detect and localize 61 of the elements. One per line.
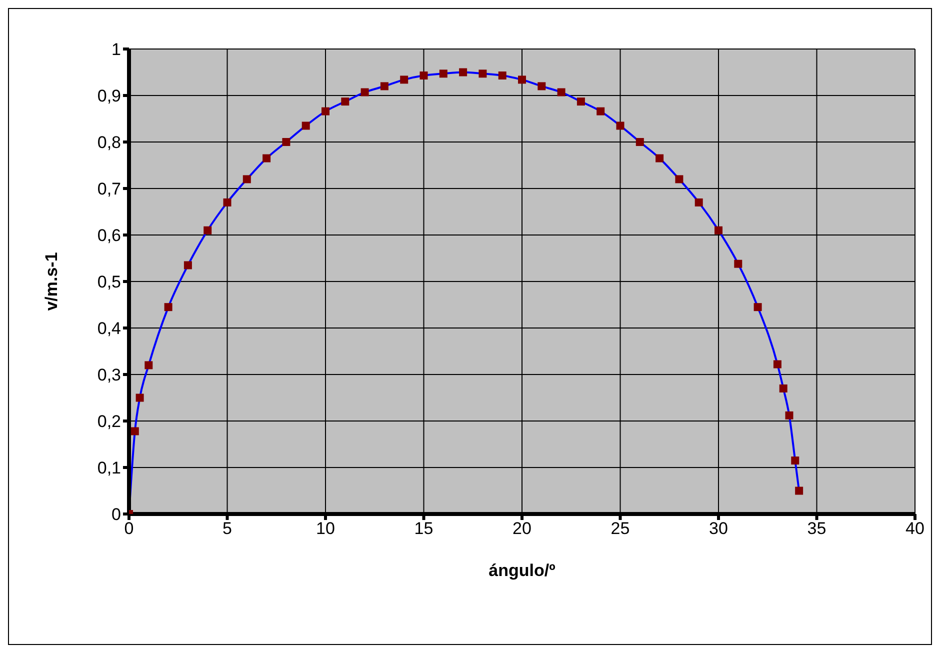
point	[636, 138, 644, 146]
point	[184, 261, 192, 270]
y-tick-label: 0,9	[97, 86, 121, 106]
y-tick-label: 0,3	[97, 366, 121, 385]
point	[779, 384, 788, 392]
point	[785, 411, 794, 420]
point	[360, 88, 369, 96]
point	[576, 98, 585, 106]
x-tick-label: 20	[512, 519, 532, 538]
point	[773, 360, 782, 368]
point	[164, 303, 172, 312]
point	[518, 76, 526, 84]
y-axis-title: v/m.s-1	[42, 252, 62, 311]
point	[557, 88, 566, 96]
x-axis-title: ángulo/º	[488, 561, 556, 580]
point	[791, 456, 800, 465]
x-tick-label: 25	[610, 519, 630, 538]
x-tick-label: 40	[906, 519, 924, 538]
point	[656, 154, 664, 162]
point	[136, 394, 144, 402]
point	[616, 122, 624, 130]
point	[144, 361, 153, 370]
point	[130, 427, 139, 436]
point	[322, 107, 330, 116]
y-tick-label: 0,5	[97, 272, 121, 292]
x-tick-label: 15	[414, 519, 434, 538]
y-tick-label: 1	[112, 40, 121, 60]
y-tick-label: 0	[112, 505, 121, 524]
point	[694, 198, 703, 206]
x-tick-label: 30	[709, 519, 728, 538]
point	[341, 98, 350, 106]
point	[714, 226, 722, 234]
point	[223, 198, 232, 206]
y-tick-label: 0,7	[97, 180, 121, 199]
point	[734, 260, 742, 268]
y-tick-label: 0,1	[97, 458, 121, 478]
y-tick-label: 0,8	[97, 133, 121, 152]
point	[242, 175, 251, 184]
point	[204, 226, 212, 234]
x-tick-label: 35	[807, 519, 826, 538]
point	[478, 70, 487, 78]
point	[498, 72, 506, 80]
point	[282, 138, 290, 146]
point	[439, 70, 448, 78]
x-tick-label: 5	[222, 519, 232, 538]
point	[459, 68, 468, 76]
x-tick-label: 10	[316, 519, 335, 538]
point	[420, 72, 428, 80]
point	[262, 154, 271, 162]
y-tick-label: 0,4	[97, 319, 121, 338]
point	[596, 107, 605, 116]
point	[675, 175, 684, 184]
point	[754, 303, 762, 312]
y-tick-label: 0,2	[97, 412, 121, 432]
y-tick-label: 0,6	[97, 226, 121, 246]
point	[538, 82, 546, 90]
point	[400, 76, 408, 84]
point	[380, 82, 388, 90]
x-tick-label: 0	[124, 519, 134, 538]
point	[302, 122, 310, 130]
point	[795, 486, 804, 495]
